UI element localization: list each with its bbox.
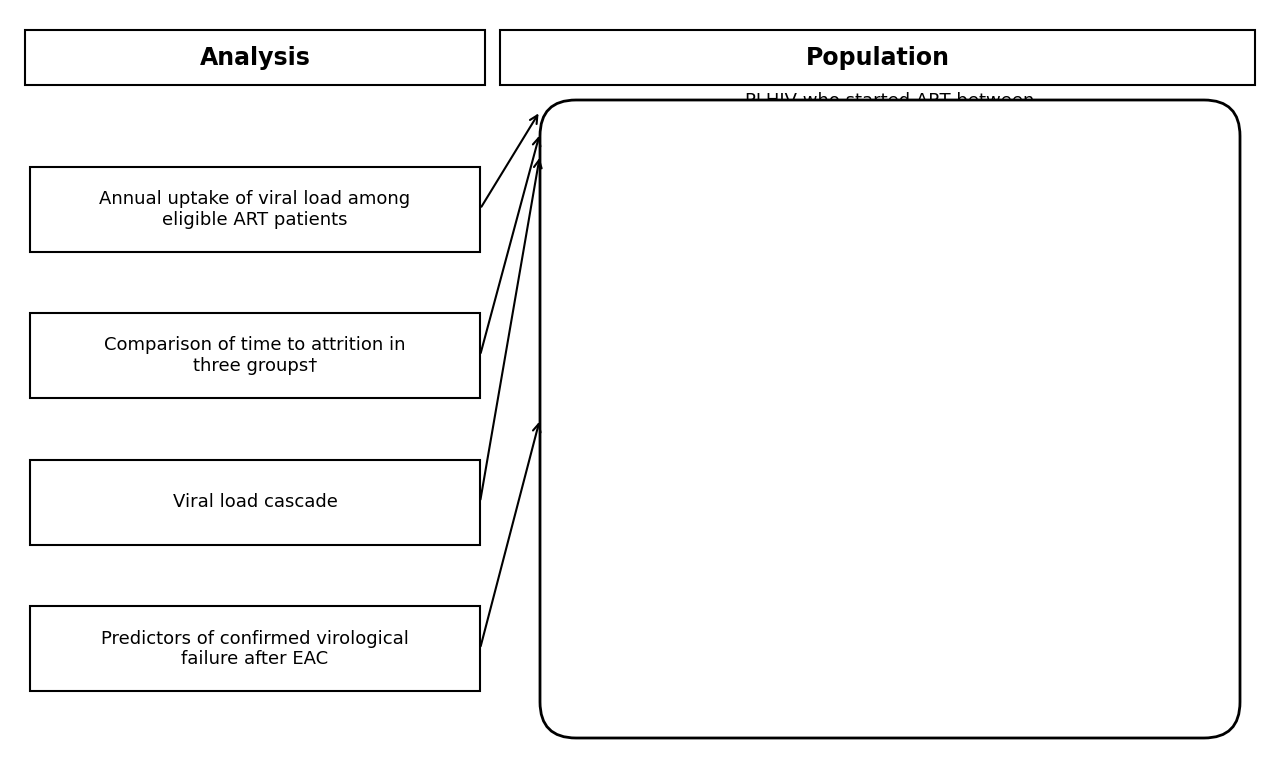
Text: Predictors of confirmed virological
failure after EAC: Predictors of confirmed virological fail… bbox=[101, 629, 408, 668]
Text: Alive on ART and eligible for
a first viral load after January
2017: Alive on ART and eligible for a first vi… bbox=[758, 125, 1023, 185]
Text: Viral load cascade: Viral load cascade bbox=[173, 493, 338, 511]
Bar bbox=[29, 314, 480, 398]
Bar bbox=[500, 30, 1254, 85]
Text: Annual uptake of viral load among
eligible ART patients: Annual uptake of viral load among eligib… bbox=[100, 190, 411, 229]
Text: Minimum one follow-up
viral load after a first high
viral load and EAC: Minimum one follow-up viral load after a… bbox=[772, 389, 1007, 449]
Text: PLHIV who started ART between
July 2009 - June 2019: PLHIV who started ART between July 2009 … bbox=[745, 92, 1034, 131]
Text: Population: Population bbox=[805, 45, 950, 69]
Bar bbox=[29, 460, 480, 545]
Text: Analysis: Analysis bbox=[200, 45, 311, 69]
FancyBboxPatch shape bbox=[584, 144, 1196, 694]
FancyBboxPatch shape bbox=[562, 122, 1219, 716]
FancyBboxPatch shape bbox=[540, 100, 1240, 738]
Bar bbox=[29, 606, 480, 692]
FancyBboxPatch shape bbox=[605, 166, 1174, 672]
Bar bbox=[29, 166, 480, 251]
Bar bbox=[26, 30, 485, 85]
Text: ART started between July 2009 -
June 2018: ART started between July 2009 - June 201… bbox=[745, 114, 1036, 152]
Text: Comparison of time to attrition in
three groups†: Comparison of time to attrition in three… bbox=[104, 336, 406, 375]
